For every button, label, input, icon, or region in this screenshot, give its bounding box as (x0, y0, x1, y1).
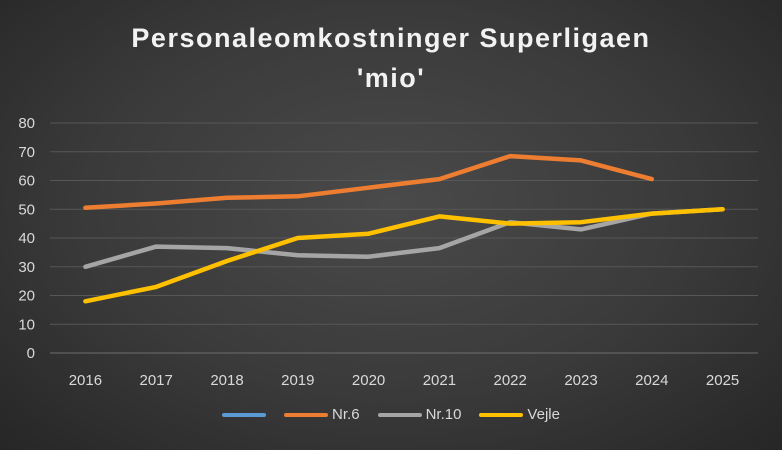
legend-label: Nr.6 (332, 406, 360, 423)
series-line-vejle (83, 207, 725, 304)
y-tick-label: 0 (27, 345, 35, 362)
legend-swatch (479, 412, 524, 417)
x-tick-label: 2025 (706, 372, 739, 389)
legend-swatch (377, 412, 422, 417)
y-tick-label: 20 (18, 288, 35, 305)
x-tick-label: 2023 (564, 372, 597, 389)
x-tick-label: 2018 (210, 372, 243, 389)
x-tick-label: 2016 (69, 372, 102, 389)
x-tick-label: 2019 (281, 372, 314, 389)
legend-item (222, 412, 267, 417)
y-tick-label: 30 (18, 259, 35, 276)
series-line-nr-10 (83, 207, 725, 270)
y-tick-label: 10 (18, 316, 35, 333)
y-tick-label: 70 (18, 144, 35, 161)
x-tick-label: 2022 (494, 372, 527, 389)
y-tick-label: 80 (18, 115, 35, 132)
legend-item: Vejle (479, 406, 560, 423)
x-tick-label: 2024 (635, 372, 668, 389)
legend-swatch (222, 412, 267, 417)
x-tick-label: 2020 (352, 372, 385, 389)
legend-label: Vejle (527, 406, 560, 423)
legend-swatch (284, 412, 329, 417)
legend-item: Nr.10 (377, 406, 462, 423)
chart-title: Personaleomkostninger Superligaen 'mio' (0, 18, 782, 98)
legend-label: Nr.10 (425, 406, 462, 423)
legend: Nr.6 Nr.10 Vejle (0, 406, 782, 423)
series-line-nr-6 (83, 153, 655, 211)
x-tick-label: 2021 (423, 372, 456, 389)
x-tick-label: 2017 (140, 372, 173, 389)
y-tick-label: 60 (18, 173, 35, 190)
legend-item: Nr.6 (284, 406, 360, 423)
chart-title-line-1: Personaleomkostninger Superligaen (131, 23, 651, 53)
y-tick-label: 50 (18, 201, 35, 218)
y-tick-label: 40 (18, 230, 35, 247)
chart-title-line-2: 'mio' (356, 63, 426, 93)
